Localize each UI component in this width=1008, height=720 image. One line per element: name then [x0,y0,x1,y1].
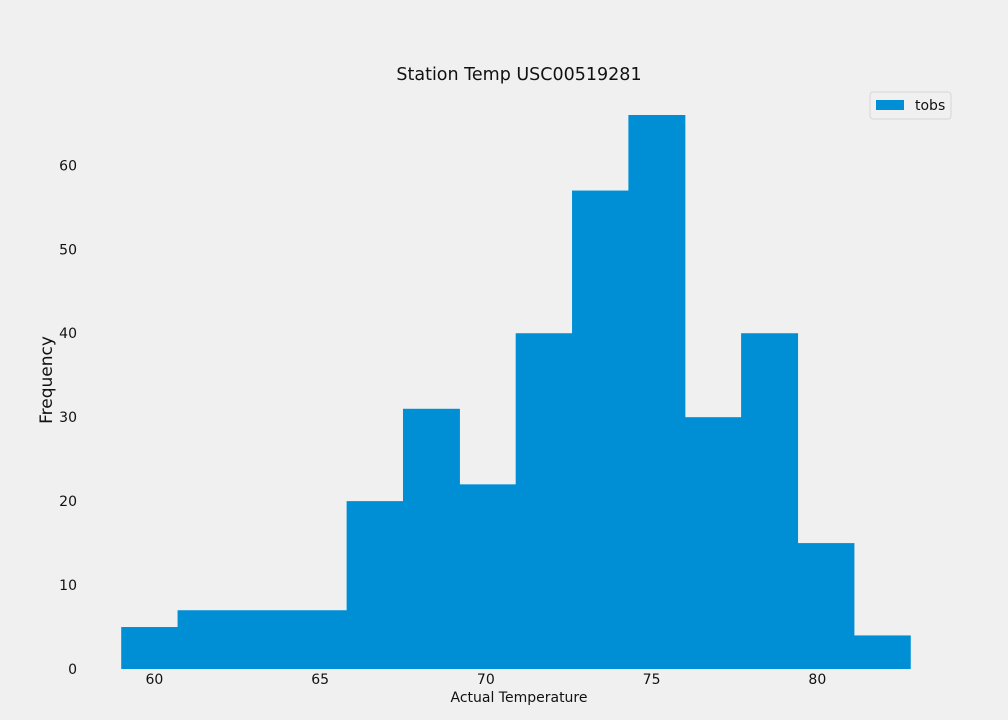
histogram-bar [290,610,348,669]
y-tick-label: 60 [59,158,77,174]
histogram-bar [684,417,742,669]
histogram-bar [459,484,517,669]
histogram-bar [741,333,799,669]
legend: tobs [869,91,952,120]
bars-group [121,115,911,669]
histogram-bar [515,333,573,669]
histogram-bar [177,610,235,669]
y-tick-label: 30 [59,410,77,426]
x-tick-labels: 60 65 70 75 80 [145,672,826,688]
legend-label: tobs [915,98,945,114]
chart-title: Station Temp USC00519281 [396,65,641,85]
histogram-bar [233,610,291,669]
x-axis-label: Actual Temperature [451,690,588,706]
histogram-bar [853,635,911,669]
x-tick-label: 75 [643,672,661,688]
y-tick-label: 0 [68,662,77,678]
x-tick-label: 70 [477,672,495,688]
histogram-bar [346,501,404,669]
x-tick-label: 60 [145,672,163,688]
legend-box [869,91,952,120]
y-tick-label: 50 [59,242,77,258]
histogram-bar [572,190,629,669]
y-tick-labels: 0 10 20 30 40 50 60 [59,158,77,678]
histogram-bar [121,627,179,669]
y-tick-label: 20 [59,494,77,510]
y-axis-label: Frequency [37,336,57,424]
histogram-bar [628,115,686,669]
y-tick-label: 40 [59,326,77,342]
histogram-bar [402,408,460,669]
histogram-bar [797,543,855,669]
y-tick-label: 10 [59,578,77,594]
x-tick-label: 80 [808,672,826,688]
x-tick-label: 65 [311,672,329,688]
legend-swatch [876,100,904,110]
